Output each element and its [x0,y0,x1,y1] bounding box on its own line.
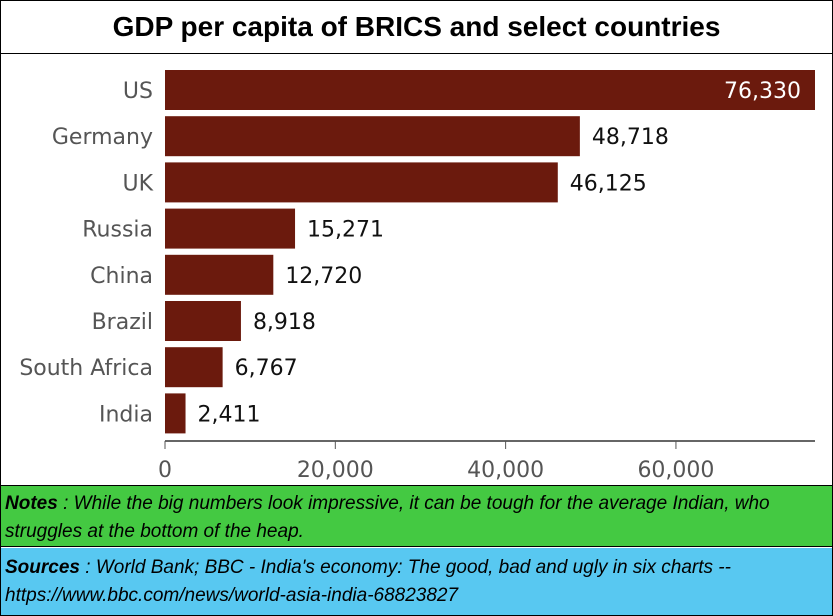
bar [165,393,186,434]
bar [165,254,274,295]
bar [165,208,296,249]
category-label: Brazil [92,310,153,335]
value-label: 76,330 [724,79,801,104]
chart-title: GDP per capita of BRICS and select count… [1,1,832,54]
bar [165,162,558,203]
sources-label: Sources [5,557,80,578]
notes-text: : While the big numbers look impressive,… [5,493,770,542]
x-tick-label: 60,000 [637,458,714,483]
notes-label: Notes [5,493,58,514]
bar-chart: US 76,330 Germany 48,718 UK 46,125 Russia 15,27… [19,70,815,483]
x-tick-label: 40,000 [467,458,544,483]
value-label: 8,918 [253,310,316,335]
notes-box: Notes : While the big numbers look impre… [1,485,832,547]
category-label: South Africa [19,356,153,381]
value-label: 46,125 [570,171,647,196]
value-label: 2,411 [198,402,261,427]
value-label: 6,767 [235,356,298,381]
category-label: Germany [52,125,153,150]
value-label: 48,718 [592,125,669,150]
category-label: Russia [82,218,153,243]
x-tick-label: 20,000 [297,458,374,483]
bar [165,116,580,157]
category-label: India [99,402,153,427]
bar [165,347,223,388]
bar [165,70,815,110]
category-label: US [123,79,153,104]
category-label: China [90,264,153,289]
x-tick-label: 0 [158,458,172,483]
value-label: 12,720 [285,264,362,289]
category-label: UK [122,171,153,196]
bar [165,301,241,341]
value-label: 15,271 [307,218,384,243]
sources-text: : World Bank; BBC - India's economy: The… [5,557,731,606]
sources-box: Sources : World Bank; BBC - India's econ… [1,548,832,615]
